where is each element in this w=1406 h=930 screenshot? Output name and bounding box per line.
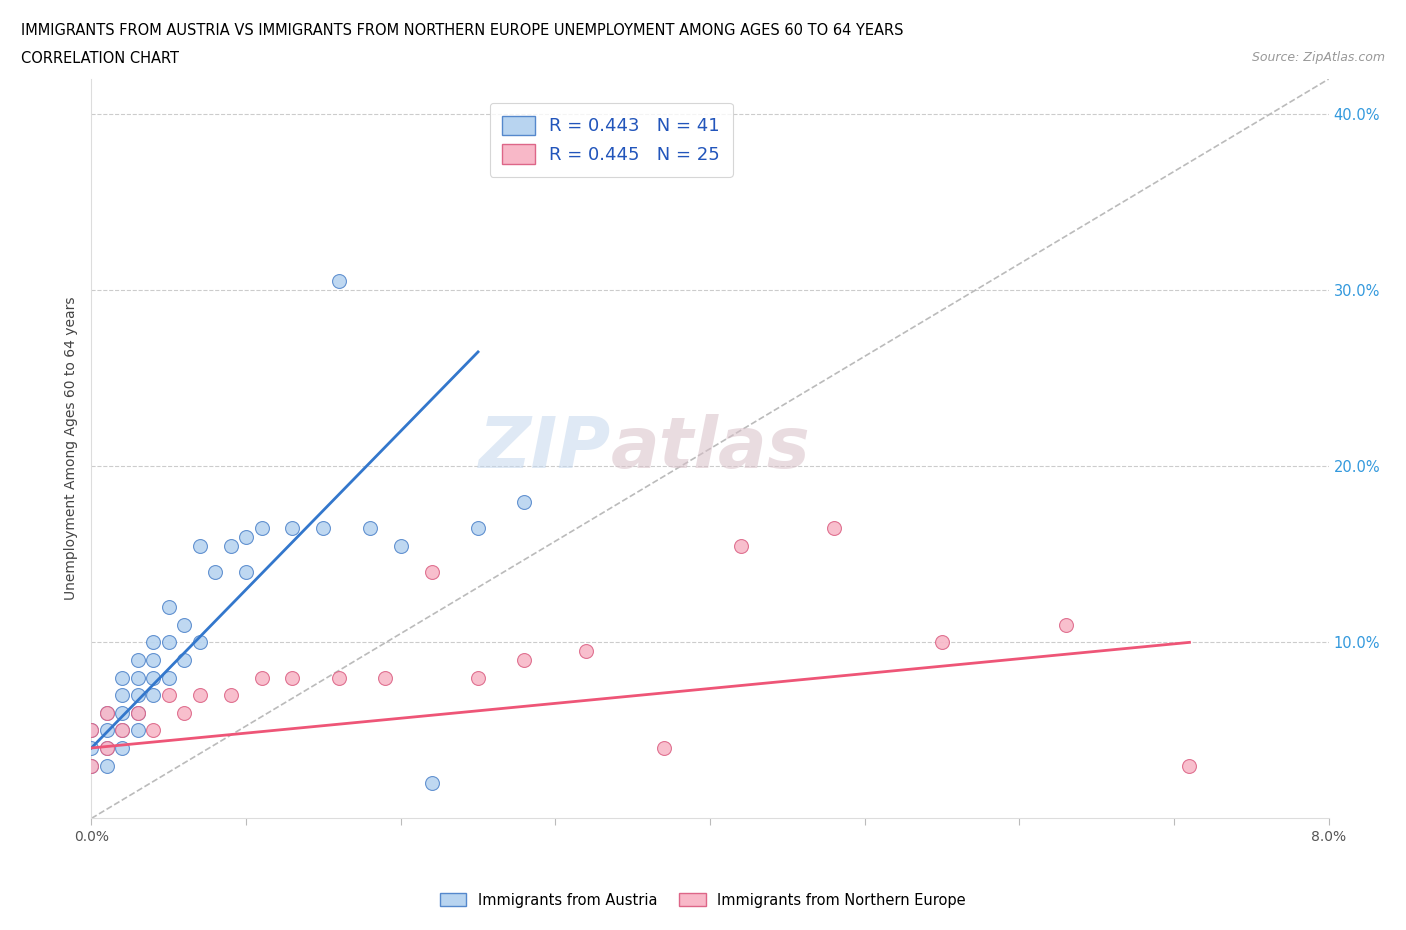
Point: [96, 705, 118, 720]
Point: [188, 635, 211, 650]
Point: [111, 688, 134, 703]
Point: [127, 723, 149, 737]
Point: [96, 740, 118, 755]
Point: [823, 521, 845, 536]
Point: [111, 740, 134, 755]
Point: [374, 671, 396, 685]
Point: [250, 521, 273, 536]
Point: [420, 565, 443, 579]
Point: [80, 723, 103, 737]
Point: [111, 723, 134, 737]
Text: ZIP: ZIP: [479, 414, 612, 484]
Point: [142, 688, 165, 703]
Point: [142, 653, 165, 668]
Point: [188, 688, 211, 703]
Point: [96, 758, 118, 773]
Point: [96, 723, 118, 737]
Text: IMMIGRANTS FROM AUSTRIA VS IMMIGRANTS FROM NORTHERN EUROPE UNEMPLOYMENT AMONG AG: IMMIGRANTS FROM AUSTRIA VS IMMIGRANTS FR…: [21, 23, 904, 38]
Text: atlas: atlas: [612, 414, 811, 484]
Point: [80, 758, 103, 773]
Point: [328, 671, 350, 685]
Point: [142, 723, 165, 737]
Point: [467, 521, 489, 536]
Point: [142, 671, 165, 685]
Point: [96, 705, 118, 720]
Text: CORRELATION CHART: CORRELATION CHART: [21, 51, 179, 66]
Point: [235, 529, 257, 544]
Point: [127, 705, 149, 720]
Point: [389, 538, 412, 553]
Legend: R = 0.443   N = 41, R = 0.445   N = 25: R = 0.443 N = 41, R = 0.445 N = 25: [489, 103, 733, 177]
Point: [80, 740, 103, 755]
Point: [127, 705, 149, 720]
Point: [173, 618, 195, 632]
Point: [312, 521, 335, 536]
Point: [204, 565, 226, 579]
Y-axis label: Unemployment Among Ages 60 to 64 years: Unemployment Among Ages 60 to 64 years: [65, 297, 79, 601]
Text: Source: ZipAtlas.com: Source: ZipAtlas.com: [1251, 51, 1385, 64]
Point: [575, 644, 598, 658]
Legend: Immigrants from Austria, Immigrants from Northern Europe: Immigrants from Austria, Immigrants from…: [434, 886, 972, 913]
Point: [652, 740, 675, 755]
Point: [219, 538, 242, 553]
Point: [127, 688, 149, 703]
Point: [281, 671, 304, 685]
Point: [235, 565, 257, 579]
Point: [157, 635, 180, 650]
Point: [1054, 618, 1077, 632]
Point: [111, 723, 134, 737]
Point: [80, 758, 103, 773]
Point: [328, 274, 350, 289]
Point: [157, 600, 180, 615]
Point: [173, 653, 195, 668]
Point: [513, 653, 536, 668]
Point: [173, 705, 195, 720]
Point: [1178, 758, 1201, 773]
Point: [359, 521, 381, 536]
Point: [111, 705, 134, 720]
Point: [157, 671, 180, 685]
Point: [127, 653, 149, 668]
Point: [513, 494, 536, 509]
Point: [188, 538, 211, 553]
Point: [730, 538, 752, 553]
Point: [420, 776, 443, 790]
Point: [157, 688, 180, 703]
Point: [80, 723, 103, 737]
Point: [219, 688, 242, 703]
Point: [250, 671, 273, 685]
Point: [111, 671, 134, 685]
Point: [467, 671, 489, 685]
Point: [96, 740, 118, 755]
Point: [142, 635, 165, 650]
Point: [127, 671, 149, 685]
Point: [931, 635, 953, 650]
Point: [281, 521, 304, 536]
